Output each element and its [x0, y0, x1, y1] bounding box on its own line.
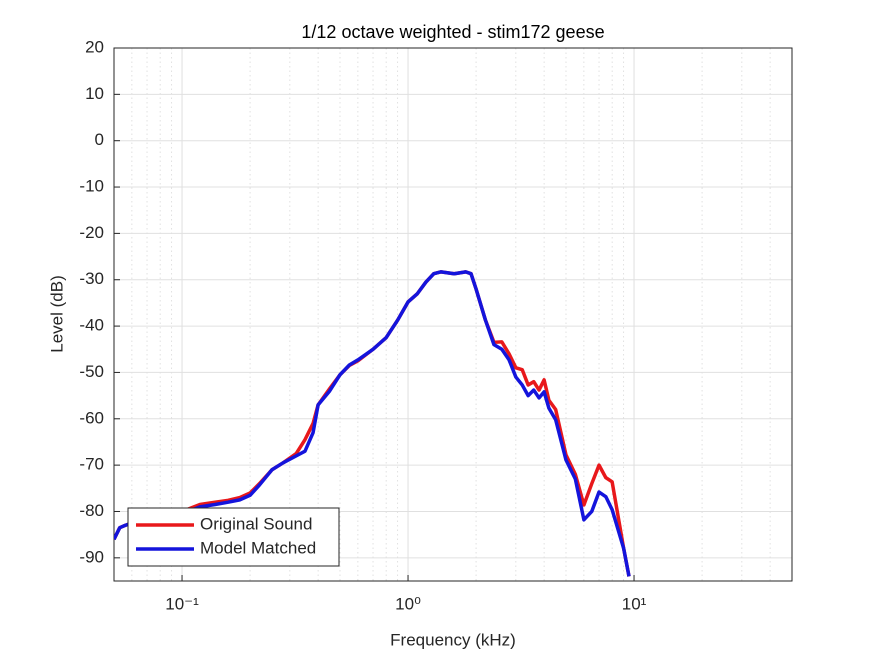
legend-label: Model Matched: [200, 538, 316, 557]
y-tick-label: -50: [79, 362, 104, 381]
series-line: [114, 270, 631, 577]
y-tick-label: -80: [79, 501, 104, 520]
y-tick-label: -10: [79, 177, 104, 196]
legend-box: [127, 507, 340, 567]
axes-box: [113, 47, 793, 582]
y-tick-label: -40: [79, 316, 104, 335]
plot-area: [114, 48, 792, 581]
y-axis-label: Level (dB): [47, 275, 66, 352]
y-tick-label: -20: [79, 223, 104, 242]
y-tick-label: 0: [95, 130, 104, 149]
x-tick-label: 10¹: [622, 594, 647, 613]
y-tick-label: 10: [85, 84, 104, 103]
x-axis-label: Frequency (kHz): [390, 630, 516, 649]
y-tick-label: -90: [79, 547, 104, 566]
y-tick-label: -70: [79, 455, 104, 474]
y-tick-label: 20: [85, 37, 104, 56]
x-tick-label: 10⁰: [395, 594, 421, 613]
legend-label: Original Sound: [200, 514, 312, 533]
chart-title: 1/12 octave weighted - stim172 geese: [301, 22, 604, 42]
y-tick-label: -60: [79, 408, 104, 427]
y-tick-label: -30: [79, 269, 104, 288]
x-tick-label: 10⁻¹: [165, 594, 199, 613]
